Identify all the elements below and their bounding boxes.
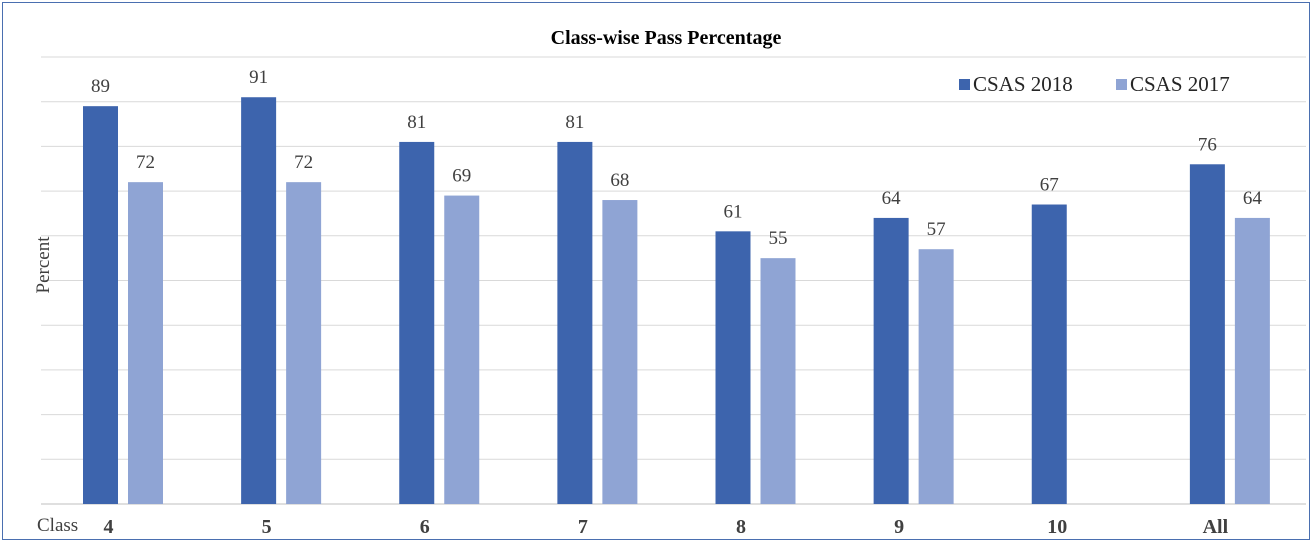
data-label: 55 — [769, 228, 788, 249]
bar-csas-2017-class-5 — [286, 182, 322, 504]
data-label: 61 — [724, 201, 743, 222]
data-label: 81 — [565, 112, 584, 133]
bar-csas-2017-class-8 — [760, 258, 796, 504]
bar-csas-2018-class-10 — [1031, 204, 1067, 504]
x-tick-label: 8 — [736, 516, 746, 538]
legend-swatch-csas-2018 — [959, 79, 970, 90]
data-label: 57 — [927, 219, 946, 240]
bar-csas-2018-class-8 — [715, 231, 751, 504]
data-label: 81 — [407, 112, 426, 133]
legend: CSAS 2018 CSAS 2017 — [959, 72, 1230, 96]
bar-csas-2017-class-7 — [602, 200, 638, 505]
data-label: 72 — [136, 152, 155, 173]
data-labels: 89 72 91 72 81 69 81 68 61 55 64 57 67 76 64 — [91, 67, 1262, 249]
bars — [83, 97, 1270, 505]
x-tick-label: 9 — [894, 516, 904, 538]
data-label: 67 — [1040, 175, 1059, 196]
bar-csas-2017-class-6 — [444, 195, 480, 504]
data-label: 91 — [249, 67, 268, 88]
bar-csas-2017-class-4 — [128, 182, 163, 504]
legend-label-csas-2017: CSAS 2017 — [1130, 72, 1230, 96]
legend-swatch-csas-2017 — [1116, 79, 1127, 90]
bar-csas-2018-class-all — [1189, 164, 1225, 504]
data-label: 64 — [1243, 188, 1263, 209]
bar-csas-2018-class-4 — [83, 106, 118, 505]
bar-csas-2018-class-7 — [557, 141, 593, 504]
x-tick-label: 7 — [578, 516, 588, 538]
gridlines — [41, 56, 1306, 505]
data-label: 89 — [91, 76, 110, 97]
bar-csas-2018-class-6 — [399, 141, 435, 504]
x-tick-labels: 4 5 6 7 8 9 10 All — [104, 516, 1229, 538]
bar-csas-2018-class-5 — [241, 97, 277, 504]
y-axis-label: Percent — [33, 236, 54, 294]
x-tick-label: 10 — [1047, 516, 1067, 538]
chart-title: Class-wise Pass Percentage — [551, 27, 782, 49]
x-tick-label: 4 — [104, 516, 114, 538]
data-label: 76 — [1198, 134, 1217, 155]
bar-csas-2017-class-all — [1234, 217, 1270, 505]
x-tick-label: 5 — [262, 516, 272, 538]
data-label: 64 — [882, 188, 902, 209]
x-tick-label: 6 — [420, 516, 430, 538]
legend-label-csas-2018: CSAS 2018 — [973, 72, 1073, 96]
data-label: 72 — [294, 152, 313, 173]
x-axis-label: Class — [37, 515, 78, 536]
x-tick-label: All — [1203, 516, 1229, 538]
bar-csas-2018-class-9 — [873, 217, 909, 505]
data-label: 69 — [452, 166, 471, 187]
data-label: 68 — [610, 170, 629, 191]
bar-csas-2017-class-9 — [918, 249, 954, 504]
